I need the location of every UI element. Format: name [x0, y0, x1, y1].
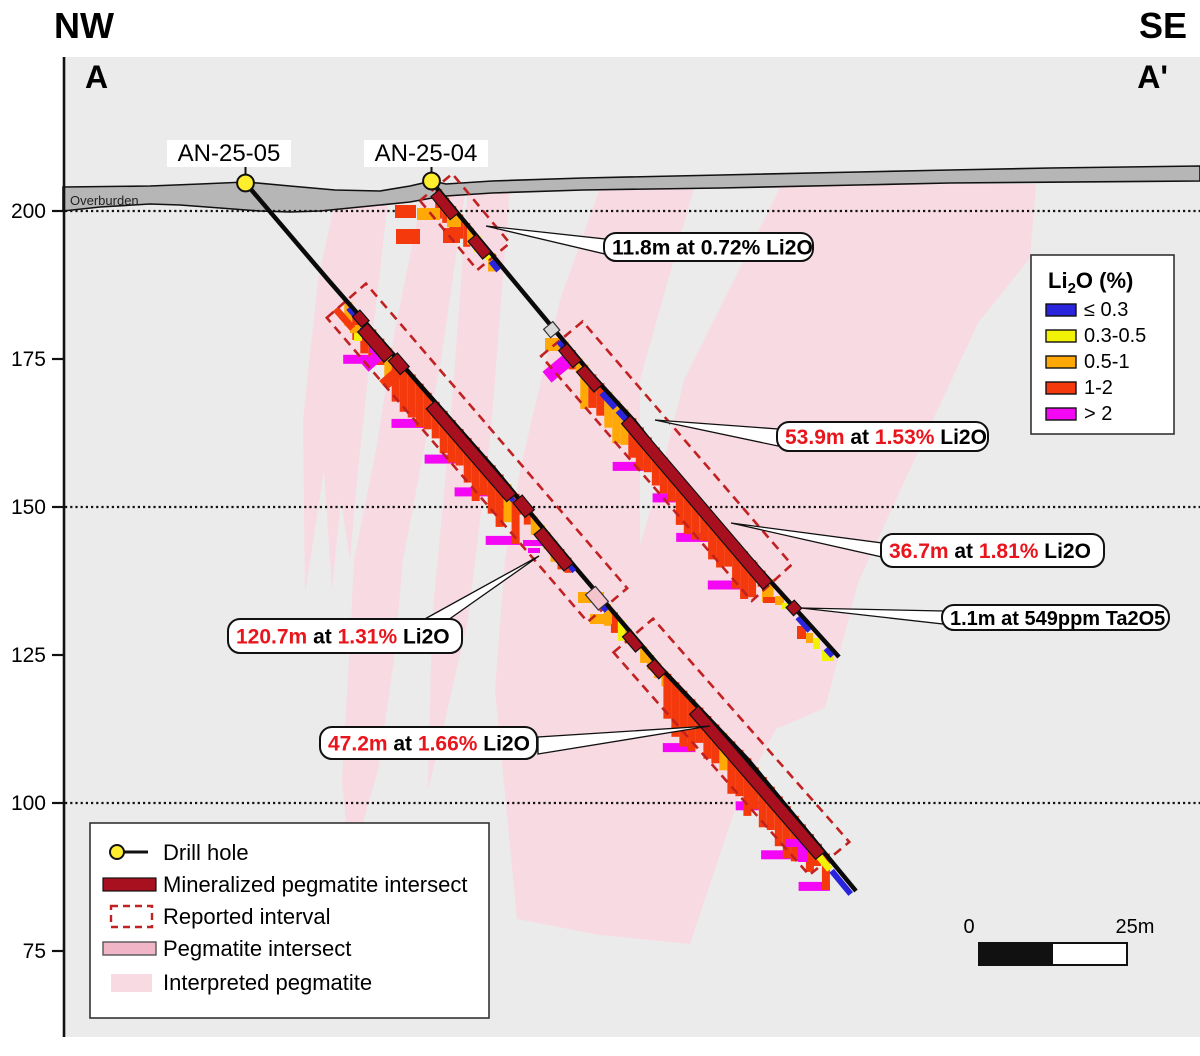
svg-text:AN-25-05: AN-25-05: [178, 140, 281, 167]
svg-text:0.3-0.5: 0.3-0.5: [1084, 325, 1146, 347]
svg-text:125: 125: [11, 644, 46, 667]
svg-text:1.1m at 549ppm Ta2O5: 1.1m at 549ppm Ta2O5: [950, 608, 1165, 630]
svg-text:150: 150: [11, 496, 46, 519]
svg-text:0: 0: [963, 916, 974, 938]
svg-text:A': A': [1137, 59, 1168, 95]
svg-text:Reported interval: Reported interval: [163, 904, 331, 929]
svg-text:75: 75: [23, 940, 46, 963]
svg-text:NW: NW: [54, 5, 114, 46]
svg-text:11.8m at 0.72% Li2O: 11.8m at 0.72% Li2O: [612, 237, 813, 260]
svg-text:Overburden: Overburden: [70, 193, 139, 208]
svg-text:SE: SE: [1139, 5, 1187, 46]
svg-text:Drill hole: Drill hole: [163, 840, 249, 865]
svg-text:1-2: 1-2: [1084, 377, 1113, 399]
svg-text:0.5-1: 0.5-1: [1084, 351, 1130, 373]
svg-text:47.2m at 1.66% Li2O: 47.2m at 1.66% Li2O: [328, 733, 530, 756]
svg-text:Pegmatite intersect: Pegmatite intersect: [163, 936, 351, 961]
svg-text:> 2: > 2: [1084, 403, 1112, 425]
svg-text:100: 100: [11, 792, 46, 815]
svg-text:53.9m at 1.53% Li2O: 53.9m at 1.53% Li2O: [785, 426, 987, 449]
svg-text:120.7m at 1.31% Li2O: 120.7m at 1.31% Li2O: [236, 626, 450, 649]
svg-text:36.7m at 1.81% Li2O: 36.7m at 1.81% Li2O: [889, 540, 1091, 563]
svg-text:200: 200: [11, 200, 46, 223]
svg-text:A: A: [85, 59, 108, 95]
svg-text:AN-25-04: AN-25-04: [375, 140, 478, 167]
svg-text:Li2O (%): Li2O (%): [1048, 268, 1133, 297]
svg-text:25m: 25m: [1116, 916, 1155, 938]
svg-text:175: 175: [11, 348, 46, 371]
svg-text:≤ 0.3: ≤ 0.3: [1084, 299, 1128, 321]
svg-text:Interpreted pegmatite: Interpreted pegmatite: [163, 970, 372, 995]
svg-text:Mineralized pegmatite intersec: Mineralized pegmatite intersect: [163, 872, 467, 897]
